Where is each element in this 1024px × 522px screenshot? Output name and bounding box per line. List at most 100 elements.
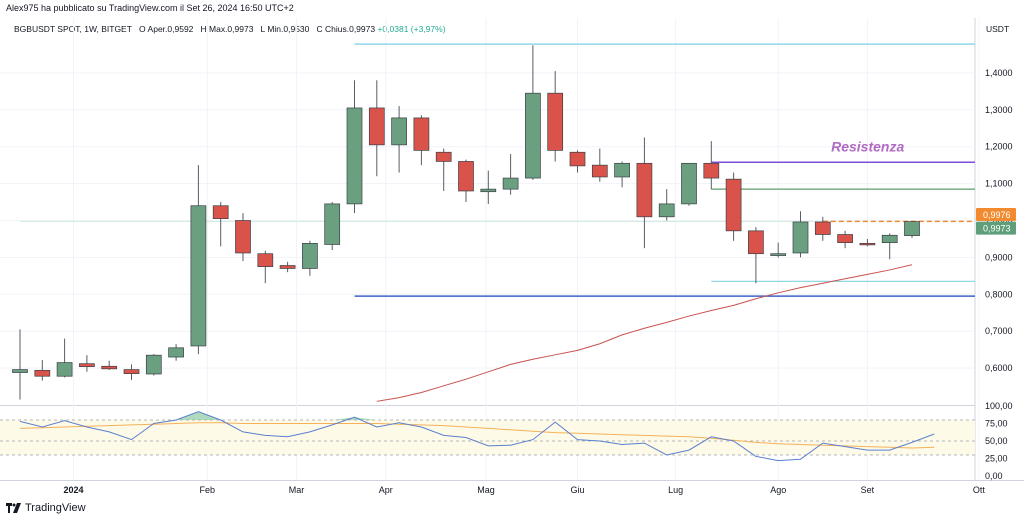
price-tag-green: 0,9973 bbox=[983, 224, 1011, 234]
price-tag-orange-bg bbox=[976, 207, 1016, 221]
candle-down bbox=[34, 359, 51, 381]
candle-body bbox=[391, 117, 407, 146]
candle-body bbox=[681, 162, 697, 205]
footer-brand[interactable]: TradingView bbox=[25, 502, 86, 514]
price-axis-tick: 0,6000 bbox=[985, 363, 1013, 373]
candle-body bbox=[547, 92, 564, 151]
time-axis-label: Apr bbox=[379, 485, 393, 495]
candle-body bbox=[34, 369, 51, 377]
candle-up bbox=[658, 189, 675, 221]
time-axis-label: Lug bbox=[668, 485, 683, 495]
oscillator-axis-tick: 100,00 bbox=[985, 401, 1013, 411]
candle-down bbox=[235, 213, 251, 262]
low-letter: L bbox=[260, 24, 265, 34]
candle-body bbox=[346, 107, 363, 205]
low-value: Min.0,9530 bbox=[267, 24, 310, 34]
tradingview-logo-icon[interactable] bbox=[6, 503, 21, 513]
candle-up bbox=[12, 329, 28, 400]
close-value: Chius.0,9973 bbox=[325, 24, 376, 34]
time-axis-label: Ago bbox=[770, 485, 786, 495]
candle-body bbox=[458, 161, 474, 192]
price-axis-tick: 1,4000 bbox=[985, 68, 1013, 78]
oscillator-overbought-fill bbox=[176, 411, 221, 420]
candle-up bbox=[190, 165, 207, 355]
candle-body bbox=[636, 162, 653, 218]
candle-down bbox=[636, 137, 653, 249]
candle-down bbox=[368, 80, 385, 177]
candle-up bbox=[502, 154, 519, 195]
time-axis-label: Giu bbox=[570, 485, 584, 495]
oscillator-overbought-fill bbox=[332, 417, 377, 420]
candle-down bbox=[569, 150, 586, 173]
candle-down bbox=[748, 227, 764, 284]
candle-up bbox=[302, 240, 318, 276]
candle-body bbox=[591, 164, 608, 178]
candle-up bbox=[792, 211, 809, 258]
oscillator-line bbox=[19, 411, 935, 462]
candle-body bbox=[212, 205, 229, 220]
candle-body bbox=[257, 253, 274, 267]
candle-down bbox=[101, 360, 118, 370]
oscillator-axis-tick: 0,00 bbox=[985, 471, 1003, 481]
candle-body bbox=[435, 151, 452, 162]
candle-down bbox=[547, 71, 564, 162]
candle-down bbox=[591, 148, 608, 182]
candle-body bbox=[859, 243, 876, 246]
candle-body bbox=[123, 369, 140, 374]
candle-body bbox=[569, 151, 586, 167]
candle-up bbox=[770, 242, 787, 258]
candle-up bbox=[681, 162, 697, 206]
oscillator-band-fill bbox=[0, 420, 975, 455]
close-letter: C bbox=[316, 24, 323, 34]
price-chart[interactable]: Resistenza1,40001,30001,20001,10001,0000… bbox=[0, 0, 1024, 500]
candle-body bbox=[302, 243, 318, 269]
candle-body bbox=[235, 220, 251, 254]
candle-up bbox=[904, 221, 920, 238]
open-value: Aper.0,9592 bbox=[147, 24, 194, 34]
price-tag-orange: 0,9976 bbox=[983, 210, 1011, 220]
candle-body bbox=[792, 221, 809, 254]
time-axis-label: Mar bbox=[289, 485, 305, 495]
candle-up bbox=[56, 338, 73, 378]
candle-body bbox=[12, 369, 28, 373]
candle-body bbox=[79, 363, 95, 367]
time-axis-label: 2024 bbox=[64, 485, 84, 495]
oscillator-axis-tick: 75,00 bbox=[985, 419, 1008, 429]
footer: TradingView bbox=[6, 502, 86, 514]
oscillator-axis-tick: 25,00 bbox=[985, 454, 1008, 464]
price-axis-tick: 0,8000 bbox=[985, 289, 1013, 299]
candle-body bbox=[480, 188, 497, 193]
candle-up bbox=[168, 344, 184, 361]
candle-body bbox=[56, 362, 73, 377]
candle-up bbox=[480, 170, 497, 204]
candle-body bbox=[101, 365, 118, 370]
candle-up bbox=[324, 202, 341, 251]
candle-up bbox=[614, 161, 630, 188]
candle-body bbox=[368, 107, 385, 146]
candle-down bbox=[725, 172, 742, 241]
candle-down bbox=[814, 216, 831, 241]
candle-up bbox=[525, 45, 541, 180]
time-axis-label: Feb bbox=[200, 485, 216, 495]
candle-down bbox=[413, 115, 430, 166]
candle-body bbox=[725, 178, 742, 232]
candle-body bbox=[190, 205, 207, 347]
candle-down bbox=[703, 141, 720, 190]
candle-down bbox=[458, 159, 474, 203]
candle-body bbox=[145, 354, 162, 375]
candle-body bbox=[703, 162, 720, 179]
symbol-label[interactable]: BGBUSDT SPOT, 1W, BITGET bbox=[14, 24, 132, 34]
price-axis-tick: 1,3000 bbox=[985, 105, 1013, 115]
candle-body bbox=[904, 221, 920, 236]
time-axis-label: Set bbox=[861, 485, 875, 495]
candle-body bbox=[814, 221, 831, 235]
high-value: Max.0,9973 bbox=[209, 24, 254, 34]
oscillator-signal-line bbox=[19, 422, 935, 449]
candle-down bbox=[279, 261, 296, 273]
time-axis-label: Mag bbox=[477, 485, 495, 495]
candle-up bbox=[346, 80, 363, 214]
candle-up bbox=[391, 106, 407, 173]
price-axis-tick: 1,1000 bbox=[985, 179, 1013, 189]
resistance-annotation: Resistenza bbox=[831, 139, 904, 155]
currency-label: USDT bbox=[986, 24, 1010, 34]
